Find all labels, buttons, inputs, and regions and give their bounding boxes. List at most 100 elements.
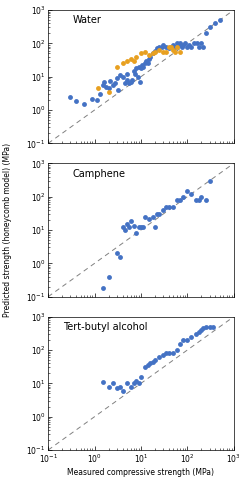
- Point: [177, 41, 181, 49]
- Point: [172, 202, 175, 210]
- Point: [108, 77, 112, 85]
- Point: [181, 336, 185, 344]
- Point: [204, 196, 208, 204]
- Point: [218, 16, 222, 24]
- Point: [204, 30, 208, 38]
- Point: [164, 349, 168, 357]
- Point: [118, 72, 122, 80]
- Point: [153, 48, 157, 56]
- Point: [189, 332, 193, 340]
- Point: [107, 88, 110, 96]
- Point: [201, 324, 205, 332]
- Point: [172, 41, 175, 49]
- Point: [208, 24, 211, 32]
- Point: [192, 40, 196, 48]
- Point: [197, 196, 201, 204]
- Point: [133, 70, 137, 78]
- Point: [139, 224, 143, 232]
- Point: [132, 380, 136, 388]
- Point: [158, 42, 161, 50]
- Point: [132, 67, 136, 75]
- Point: [139, 50, 143, 58]
- Point: [120, 224, 124, 232]
- Point: [194, 330, 197, 338]
- Point: [143, 60, 147, 68]
- Point: [129, 54, 133, 62]
- Point: [147, 54, 151, 62]
- Point: [139, 374, 143, 382]
- Point: [125, 70, 129, 78]
- Point: [167, 42, 171, 50]
- Point: [169, 44, 173, 52]
- Point: [208, 177, 211, 185]
- Point: [161, 41, 165, 49]
- Point: [137, 224, 141, 232]
- Point: [151, 50, 155, 58]
- Point: [130, 76, 134, 84]
- Point: [175, 346, 179, 354]
- Point: [141, 62, 145, 70]
- Point: [115, 250, 119, 258]
- Point: [96, 84, 100, 92]
- Point: [155, 44, 159, 52]
- Point: [134, 64, 138, 72]
- Point: [174, 42, 177, 50]
- Point: [115, 62, 119, 70]
- Point: [118, 254, 122, 262]
- Point: [115, 384, 119, 392]
- Point: [123, 79, 127, 87]
- Text: Tert-butyl alcohol: Tert-butyl alcohol: [63, 322, 147, 332]
- Point: [123, 226, 127, 234]
- Point: [105, 82, 108, 90]
- Point: [125, 76, 129, 84]
- Point: [111, 82, 115, 90]
- Point: [164, 42, 168, 50]
- Point: [194, 196, 197, 204]
- Point: [125, 57, 129, 65]
- Point: [94, 96, 98, 104]
- Point: [146, 361, 150, 369]
- Point: [139, 64, 143, 72]
- Point: [101, 82, 105, 90]
- Point: [134, 376, 138, 384]
- Point: [187, 41, 191, 49]
- Point: [161, 206, 165, 214]
- Point: [147, 51, 151, 59]
- Point: [197, 328, 201, 336]
- Point: [155, 210, 159, 218]
- Point: [153, 356, 157, 364]
- Point: [129, 218, 133, 226]
- Point: [116, 86, 120, 94]
- Point: [199, 40, 203, 48]
- Point: [175, 40, 179, 48]
- Point: [82, 100, 86, 108]
- Point: [195, 40, 199, 48]
- Point: [160, 42, 164, 50]
- Point: [102, 78, 106, 86]
- Point: [132, 57, 136, 65]
- Point: [120, 60, 124, 68]
- Point: [158, 46, 161, 54]
- Point: [186, 336, 189, 344]
- Point: [91, 94, 94, 102]
- Point: [134, 229, 138, 237]
- Point: [204, 322, 208, 330]
- Point: [161, 351, 165, 359]
- Point: [125, 380, 129, 388]
- Point: [211, 322, 214, 330]
- Point: [118, 382, 122, 390]
- Point: [167, 44, 171, 52]
- Point: [197, 42, 201, 50]
- Point: [175, 196, 179, 204]
- Point: [213, 20, 217, 28]
- Point: [164, 48, 168, 56]
- Point: [169, 42, 173, 50]
- Point: [167, 349, 171, 357]
- Point: [153, 224, 157, 232]
- Point: [178, 340, 182, 348]
- Point: [111, 380, 115, 388]
- Point: [120, 386, 124, 394]
- Point: [189, 42, 193, 50]
- Point: [74, 98, 78, 106]
- Point: [158, 210, 161, 218]
